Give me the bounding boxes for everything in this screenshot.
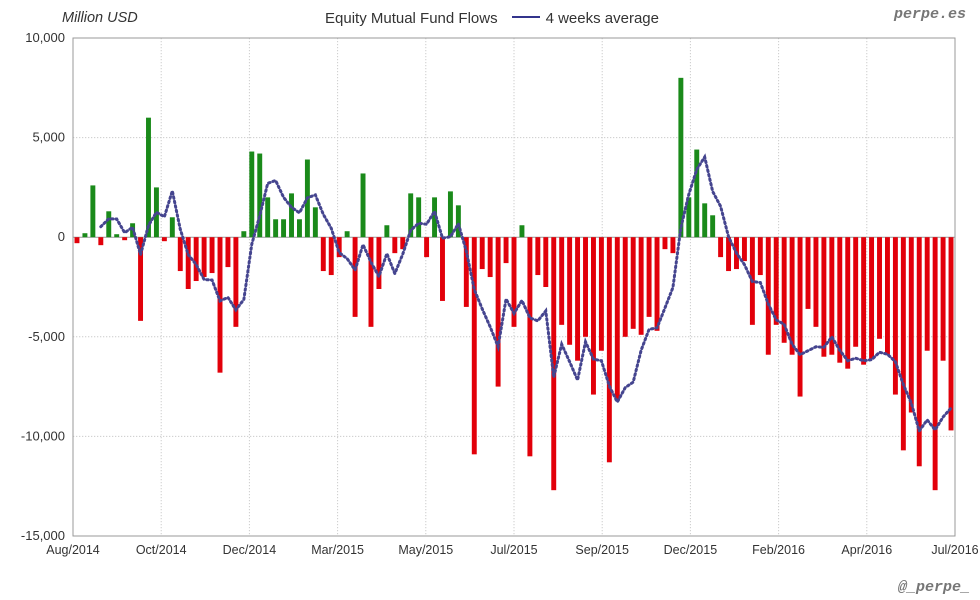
svg-text:Aug/2014: Aug/2014 [46, 543, 100, 557]
svg-text:Feb/2016: Feb/2016 [752, 543, 805, 557]
svg-text:Oct/2014: Oct/2014 [136, 543, 187, 557]
svg-text:Sep/2015: Sep/2015 [575, 543, 629, 557]
svg-text:Dec/2014: Dec/2014 [223, 543, 277, 557]
svg-text:Apr/2016: Apr/2016 [841, 543, 892, 557]
svg-text:Mar/2015: Mar/2015 [311, 543, 364, 557]
svg-text:May/2015: May/2015 [398, 543, 453, 557]
svg-text:0: 0 [58, 229, 65, 244]
svg-text:Jul/2015: Jul/2015 [490, 543, 537, 557]
svg-text:-10,000: -10,000 [21, 428, 65, 443]
svg-text:Dec/2015: Dec/2015 [664, 543, 718, 557]
svg-text:10,000: 10,000 [25, 30, 65, 45]
svg-text:-15,000: -15,000 [21, 528, 65, 543]
svg-text:Jul/2016: Jul/2016 [931, 543, 978, 557]
svg-text:5,000: 5,000 [32, 130, 65, 145]
svg-text:-5,000: -5,000 [28, 329, 65, 344]
